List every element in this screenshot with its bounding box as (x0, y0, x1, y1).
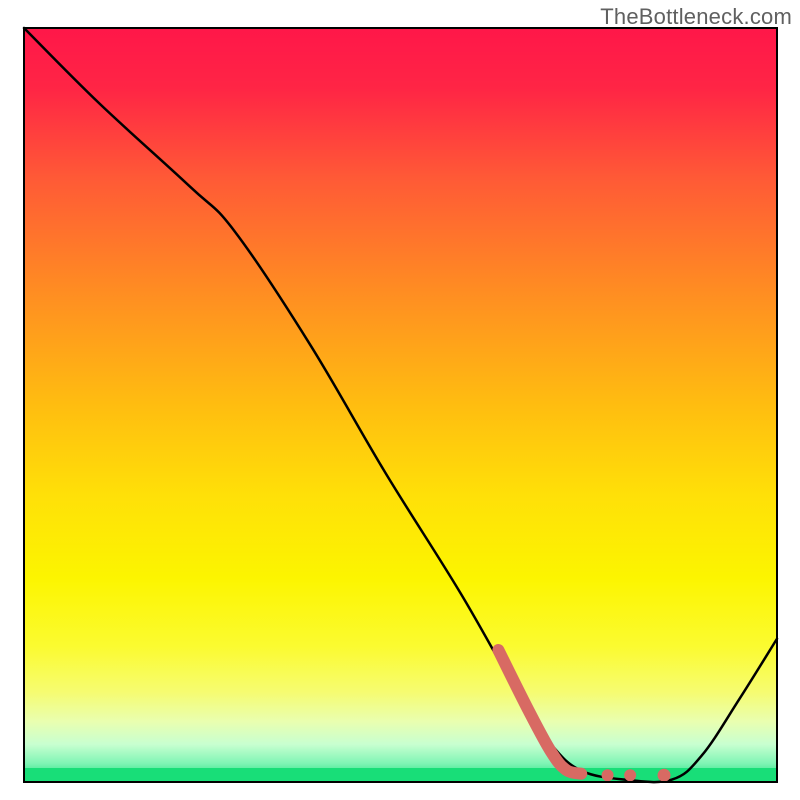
chart-background (24, 28, 777, 782)
watermark-text: TheBottleneck.com (600, 4, 792, 30)
highlight-dot (624, 769, 636, 781)
chart-container: TheBottleneck.com (0, 0, 800, 800)
highlight-dot (658, 769, 671, 782)
bottleneck-chart (0, 0, 800, 800)
highlight-dot (602, 769, 614, 781)
